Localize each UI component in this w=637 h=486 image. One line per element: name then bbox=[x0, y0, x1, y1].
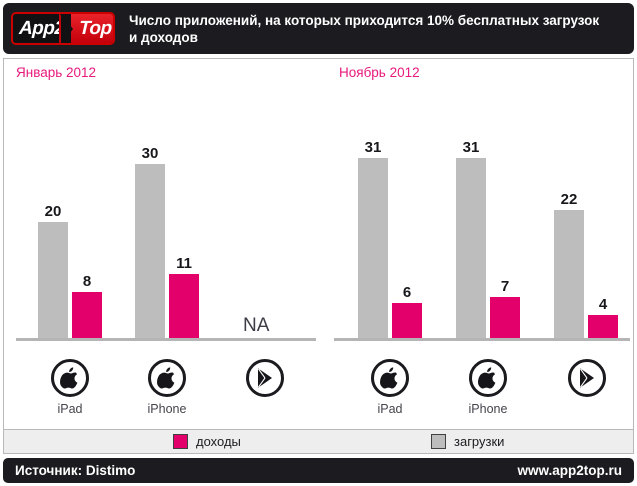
bar-downloads-iphone bbox=[135, 164, 165, 338]
play-triangle-glyph bbox=[579, 368, 594, 388]
apple-icon bbox=[148, 359, 186, 397]
platform-label-iphone: iPhone bbox=[147, 402, 187, 416]
chart-panel-january: Январь 2012 20 8 30 11 NA bbox=[4, 59, 329, 429]
bar-downloads-iphone bbox=[456, 158, 486, 338]
legend-item-revenue[interactable]: доходы bbox=[173, 434, 241, 449]
platform-ipad-november[interactable]: iPad bbox=[360, 359, 420, 416]
website-link[interactable]: www.app2top.ru bbox=[517, 463, 623, 478]
platform-android-january[interactable] bbox=[235, 359, 295, 402]
apple-icon bbox=[51, 359, 89, 397]
source-label: Источник: Distimo bbox=[15, 463, 136, 478]
app2top-logo[interactable]: App2 Top bbox=[11, 12, 115, 45]
apple-icon bbox=[469, 359, 507, 397]
bar-value-revenue-android: 4 bbox=[598, 296, 608, 313]
platform-label-iphone: iPhone bbox=[468, 402, 508, 416]
apple-glyph bbox=[157, 367, 175, 389]
axis-baseline bbox=[16, 338, 316, 341]
platform-label-ipad: iPad bbox=[377, 402, 403, 416]
apple-icon bbox=[371, 359, 409, 397]
google-play-icon bbox=[568, 359, 606, 397]
platform-android-november[interactable] bbox=[557, 359, 617, 402]
bar-value-downloads-iphone: 31 bbox=[462, 139, 480, 156]
apple-glyph bbox=[60, 367, 78, 389]
bar-downloads-android bbox=[554, 210, 584, 338]
bar-value-downloads-ipad: 31 bbox=[364, 139, 382, 156]
page-title: Число приложений, на которых приходится … bbox=[129, 12, 600, 45]
platform-iphone-january[interactable]: iPhone bbox=[137, 359, 197, 416]
bar-revenue-iphone bbox=[490, 297, 520, 338]
logo-chevron-icon bbox=[61, 14, 73, 43]
footer-bar: Источник: Distimo www.app2top.ru bbox=[3, 458, 634, 483]
platform-ipad-january[interactable]: iPad bbox=[40, 359, 100, 416]
header-bar: App2 Top Число приложений, на которых пр… bbox=[3, 3, 634, 54]
bar-revenue-ipad bbox=[72, 292, 102, 338]
bar-revenue-android bbox=[588, 315, 618, 338]
axis-baseline bbox=[334, 338, 630, 341]
chart-legend: доходы загрузки bbox=[3, 430, 634, 454]
logo-right-block: Top bbox=[71, 14, 113, 43]
platform-iphone-november[interactable]: iPhone bbox=[458, 359, 518, 416]
legend-item-downloads[interactable]: загрузки bbox=[431, 434, 504, 449]
panel-label-january: Январь 2012 bbox=[16, 65, 97, 80]
na-label-android: NA bbox=[243, 315, 270, 336]
bar-value-downloads-iphone: 30 bbox=[141, 145, 159, 162]
bar-value-revenue-iphone: 7 bbox=[500, 278, 510, 295]
panel-label-november: Ноябрь 2012 bbox=[339, 65, 420, 80]
legend-label-revenue: доходы bbox=[196, 434, 241, 449]
legend-label-downloads: загрузки bbox=[454, 434, 505, 449]
bar-downloads-ipad bbox=[358, 158, 388, 338]
apple-glyph bbox=[380, 367, 398, 389]
google-play-icon bbox=[246, 359, 284, 397]
plot-january: 20 8 30 11 NA bbox=[4, 59, 329, 429]
platform-label-ipad: iPad bbox=[57, 402, 83, 416]
plot-november: 31 6 31 7 22 4 bbox=[329, 59, 635, 429]
apple-glyph bbox=[478, 367, 496, 389]
bar-downloads-ipad bbox=[38, 222, 68, 338]
bar-revenue-ipad bbox=[392, 303, 422, 338]
bar-value-downloads-ipad: 20 bbox=[44, 203, 62, 220]
play-triangle-glyph bbox=[257, 368, 272, 388]
chart-panel: Январь 2012 20 8 30 11 NA bbox=[3, 58, 634, 430]
bar-value-revenue-ipad: 8 bbox=[82, 273, 92, 290]
legend-swatch-revenue bbox=[173, 434, 188, 449]
bar-value-downloads-android: 22 bbox=[560, 191, 578, 208]
bar-value-revenue-ipad: 6 bbox=[402, 284, 412, 301]
legend-swatch-downloads bbox=[431, 434, 446, 449]
chart-panel-november: Ноябрь 2012 31 6 31 7 22 4 bbox=[329, 59, 635, 429]
bar-revenue-iphone bbox=[169, 274, 199, 338]
logo-text-top: Top bbox=[78, 17, 112, 39]
bar-value-revenue-iphone: 11 bbox=[176, 255, 192, 272]
